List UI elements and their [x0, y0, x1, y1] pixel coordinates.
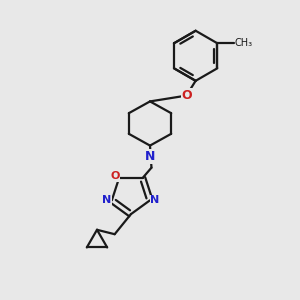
Text: O: O — [111, 172, 120, 182]
Text: N: N — [150, 195, 159, 206]
Text: N: N — [103, 195, 112, 206]
Text: N: N — [145, 150, 155, 163]
Text: O: O — [182, 89, 192, 102]
Text: CH₃: CH₃ — [235, 38, 253, 48]
